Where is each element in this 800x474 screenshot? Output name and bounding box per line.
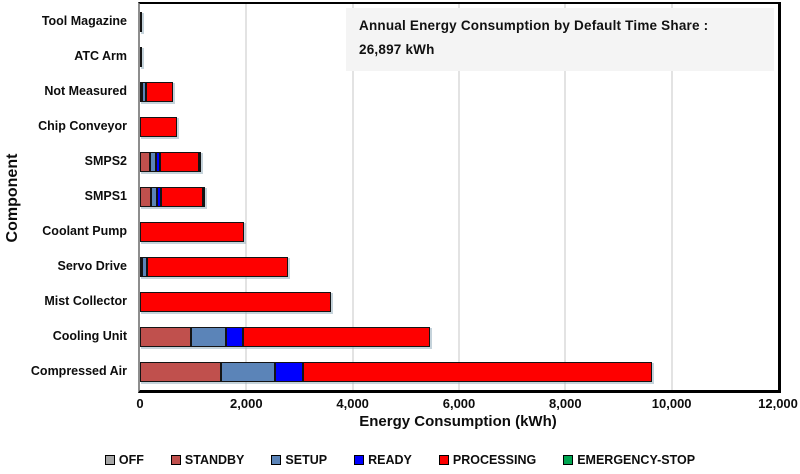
bar-segment-setup xyxy=(142,81,147,102)
legend-label-ready: READY xyxy=(368,453,412,467)
category-label-compressed-air: Compressed Air xyxy=(30,364,127,379)
bar-segment-standby xyxy=(140,257,142,278)
legend-swatch-off xyxy=(104,455,115,465)
x-tick-label-6000: 6,000 xyxy=(442,396,476,411)
bar-segment-emergency-stop xyxy=(198,151,202,172)
legend-swatch-ready xyxy=(354,455,365,465)
legend-item-standby: STANDBY xyxy=(170,453,245,467)
category-label-smps1: SMPS1 xyxy=(84,189,127,203)
x-tick-label-10000: 10,000 xyxy=(651,396,692,411)
bar-segment-processing xyxy=(161,187,203,207)
category-label-coolant-pump: Coolant Pump xyxy=(42,224,127,239)
bar-segment-ready xyxy=(155,151,161,172)
plot-area: Annual Energy Consumption by Default Tim… xyxy=(138,2,781,393)
x-tick-label-8000: 8,000 xyxy=(549,396,582,411)
bar-segment-setup xyxy=(142,257,147,278)
legend-item-ready: READY xyxy=(354,453,412,467)
bar-segment-standby xyxy=(140,46,143,67)
category-label-cooling-unit: Cooling Unit xyxy=(52,329,127,344)
bar-servo-drive xyxy=(140,257,289,278)
legend-swatch-emergency-stop xyxy=(563,455,574,465)
bar-segment-ready xyxy=(275,362,304,383)
gridline-8000 xyxy=(564,4,567,390)
bar-not-measured xyxy=(140,81,173,102)
bar-segment-standby xyxy=(140,187,151,207)
category-label-servo-drive: Servo Drive xyxy=(57,259,127,274)
bar-segment-standby xyxy=(140,81,142,102)
gridline-4000 xyxy=(351,4,354,390)
bar-segment-standby xyxy=(140,362,222,383)
bar-segment-processing xyxy=(146,257,289,278)
legend-item-emergency-stop: EMERGENCY-STOP xyxy=(563,453,695,467)
legend-swatch-standby xyxy=(170,455,181,465)
gridline-6000 xyxy=(458,4,460,390)
x-axis-title: Energy Consumption (kWh) xyxy=(359,413,557,430)
chart-title-total: 26,897 kWh xyxy=(359,42,435,57)
legend-label-processing: PROCESSING xyxy=(452,453,537,467)
gridline-2000 xyxy=(245,4,248,390)
category-label-tool-magazine: Tool Magazine xyxy=(41,13,127,28)
bar-cooling-unit xyxy=(140,327,430,348)
bar-segment-setup xyxy=(191,327,226,348)
bar-segment-standby xyxy=(140,11,143,32)
plot-inner: Annual Energy Consumption by Default Tim… xyxy=(140,4,778,390)
bar-coolant-pump xyxy=(140,222,244,243)
x-tick-label-2000: 2,000 xyxy=(230,396,263,411)
bar-segment-processing xyxy=(160,151,199,172)
chart-title-box: Annual Energy Consumption by Default Tim… xyxy=(346,8,774,71)
legend-label-emergency-stop: EMERGENCY-STOP xyxy=(577,453,696,467)
legend-item-setup: SETUP xyxy=(271,453,327,467)
x-tick-label-12000: 12,000 xyxy=(758,396,798,411)
legend-swatch-setup xyxy=(271,455,282,465)
x-tick-label-4000: 4,000 xyxy=(336,396,369,411)
bar-segment-processing xyxy=(140,222,244,243)
chart-title-line1: Annual Energy Consumption by Default Tim… xyxy=(359,18,709,33)
bar-compressed-air xyxy=(140,362,652,383)
legend: OFF STANDBY SETUP READY PROCESSING EMERGENCY-… xyxy=(0,449,800,471)
bar-segment-processing xyxy=(243,327,430,348)
bar-chip-conveyor xyxy=(140,116,178,137)
bar-segment-processing xyxy=(140,116,178,137)
bar-segment-ready xyxy=(156,187,162,207)
gridline-10000 xyxy=(670,4,673,390)
bar-smps1 xyxy=(140,187,206,207)
bar-segment-setup xyxy=(150,187,157,207)
category-label-smps2: SMPS2 xyxy=(84,153,127,168)
bar-segment-ready xyxy=(225,327,244,348)
bar-segment-standby xyxy=(140,151,151,172)
category-label-mist-collector: Mist Collector xyxy=(44,294,127,309)
legend-swatch-processing xyxy=(438,455,449,465)
bar-atc-arm xyxy=(140,46,143,67)
legend-label-setup: SETUP xyxy=(285,453,328,467)
legend-label-standby: STANDBY xyxy=(184,453,245,467)
category-label-chip-conveyor: Chip Conveyor xyxy=(38,118,127,133)
bar-segment-emergency-stop xyxy=(202,187,206,207)
bar-segment-processing xyxy=(140,292,331,313)
legend-label-off: OFF xyxy=(118,453,144,467)
bar-segment-standby xyxy=(140,327,192,348)
bar-segment-setup xyxy=(221,362,276,383)
bar-smps2 xyxy=(140,151,202,172)
category-label-not-measured: Not Measured xyxy=(44,83,127,98)
legend-item-off: OFF xyxy=(104,453,144,467)
category-labels: Tool Magazine ATC Arm Not Measured Chip Con… xyxy=(0,4,132,390)
bar-tool-magazine xyxy=(140,11,143,32)
category-label-atc-arm: ATC Arm xyxy=(74,48,127,63)
bar-segment-setup xyxy=(150,151,156,172)
bar-segment-processing xyxy=(303,362,652,383)
x-tick-label-0: 0 xyxy=(136,396,144,411)
x-axis-ticks: 0 2,000 4,000 6,000 8,000 10,000 12,000 xyxy=(136,396,798,412)
bar-mist-collector xyxy=(140,292,331,313)
legend-item-processing: PROCESSING xyxy=(438,453,537,467)
bar-segment-processing xyxy=(146,81,173,102)
